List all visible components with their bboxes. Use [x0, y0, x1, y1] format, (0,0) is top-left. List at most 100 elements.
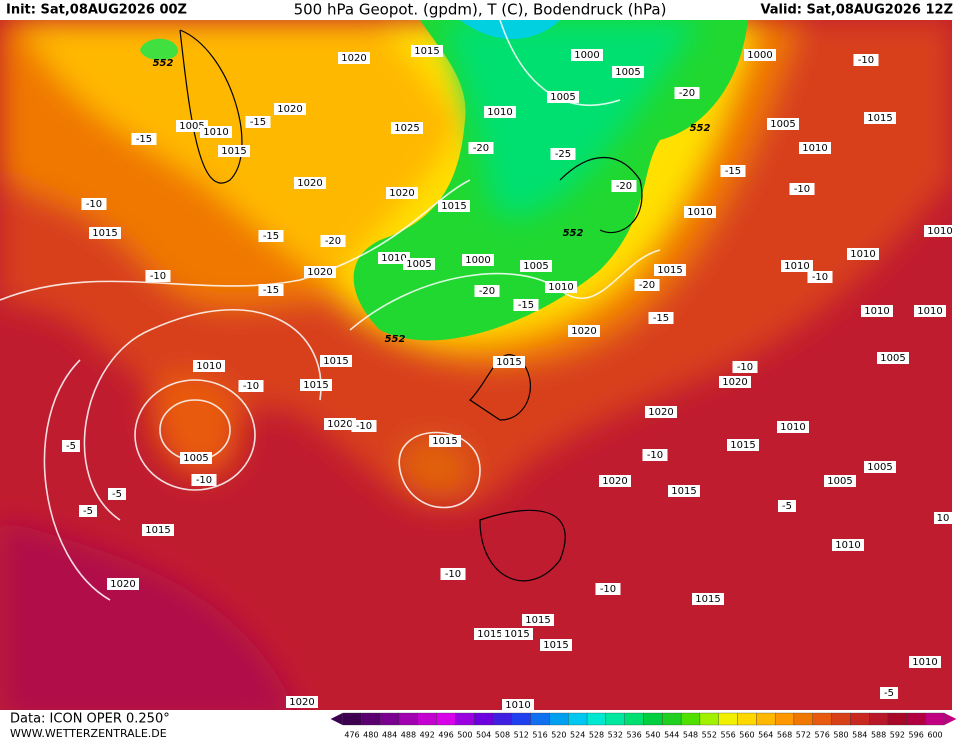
- data-source: Data: ICON OPER 0.250°: [10, 712, 170, 727]
- label-box: [286, 696, 318, 708]
- contour-label: 1010: [850, 249, 875, 260]
- label-box: [89, 227, 121, 239]
- label-box: [131, 133, 157, 145]
- colorbar-swatch: [774, 712, 795, 726]
- contour-label: 1015: [145, 525, 170, 536]
- colorbar-swatch: [643, 712, 663, 726]
- contour-label: 1010: [927, 226, 952, 237]
- colorbar-swatch: [756, 712, 776, 726]
- label-box: [320, 355, 352, 367]
- contour-label: 1020: [722, 377, 747, 388]
- contour-label: 1010: [912, 657, 937, 668]
- label-box: [440, 568, 466, 580]
- colorbar-swatch: [737, 712, 757, 726]
- label-box: [880, 687, 898, 699]
- label-box: [571, 49, 603, 61]
- contour-label: 1015: [441, 201, 466, 212]
- label-box: [727, 439, 759, 451]
- contour-label: 1010: [381, 253, 406, 264]
- contour-label: 1010: [784, 261, 809, 272]
- contour-label: 1005: [827, 476, 852, 487]
- contour-label: -10: [858, 55, 874, 66]
- colorbar-label: 556: [720, 731, 735, 740]
- label-box: [668, 485, 700, 497]
- contour-label: 1010: [780, 422, 805, 433]
- label-box: [545, 281, 577, 293]
- contour-label: -5: [112, 489, 122, 500]
- contour-label: -5: [884, 688, 894, 699]
- contour-label: 1020: [110, 579, 135, 590]
- contour-label: 1000: [747, 50, 772, 61]
- colorbar-label: 492: [420, 731, 435, 740]
- colorbar-label: 560: [739, 731, 754, 740]
- label-box: [832, 539, 864, 551]
- colorbar-label: 488: [401, 731, 416, 740]
- colorbar-swatch: [492, 712, 513, 726]
- contour-label: 1005: [179, 121, 204, 132]
- label-box: [520, 260, 552, 272]
- contour-label: -10: [356, 421, 372, 432]
- label-box: [180, 452, 212, 464]
- label-box: [238, 380, 264, 392]
- colorbar-label: 476: [344, 731, 359, 740]
- contour-label: -15: [263, 285, 279, 296]
- label-box: [914, 305, 946, 317]
- label-box: [145, 270, 171, 282]
- colorbar-label: 576: [815, 731, 830, 740]
- label-box: [522, 614, 554, 626]
- contour-label: -10: [647, 450, 663, 461]
- contour-label: 1015: [323, 356, 348, 367]
- contour-label: 1015: [543, 640, 568, 651]
- label-box: [612, 66, 644, 78]
- label-box: [324, 418, 356, 430]
- colorbar-swatch: [380, 712, 400, 726]
- contour-label: 1005: [867, 462, 892, 473]
- colorbar-swatch: [699, 712, 719, 726]
- contour-label: -15: [518, 300, 534, 311]
- label-box: [744, 49, 776, 61]
- label-box: [193, 360, 225, 372]
- label-box: [81, 198, 107, 210]
- colorbar-swatch: [624, 712, 644, 726]
- contour-label: 1015: [695, 594, 720, 605]
- label-box: [501, 628, 533, 640]
- colorbar-swatch: [417, 712, 437, 726]
- colorbar-swatch: [793, 712, 813, 726]
- contour-label: 1020: [307, 267, 332, 278]
- label-box: [474, 628, 506, 640]
- contour-label: 10: [937, 513, 950, 524]
- label-box: [513, 299, 539, 311]
- contour-label: 1020: [341, 53, 366, 64]
- label-box: [732, 361, 758, 373]
- label-box: [258, 230, 284, 242]
- label-box: [378, 252, 410, 264]
- colorbar-swatch: [869, 712, 889, 726]
- contour-label: 552: [385, 334, 406, 345]
- contour-label: 1020: [389, 188, 414, 199]
- contour-label: 1010: [864, 306, 889, 317]
- colorbar-swatch: [436, 712, 456, 726]
- contour-label: 1010: [548, 282, 573, 293]
- colorbar-swatch: [662, 712, 682, 726]
- colorbar-label: 504: [476, 731, 491, 740]
- colorbar-swatch: [530, 712, 550, 726]
- contour-label: -15: [136, 134, 152, 145]
- colorbar-label: 496: [438, 731, 453, 740]
- colorbar-swatch: [455, 712, 475, 726]
- label-box: [429, 435, 461, 447]
- colorbar-label: 548: [683, 731, 698, 740]
- init-time: Init: Sat,08AUG2026 00Z: [6, 3, 187, 18]
- contour-label: -5: [66, 441, 76, 452]
- colorbar-swatch: [361, 712, 381, 726]
- label-box: [108, 488, 126, 500]
- label-box: [294, 177, 326, 189]
- contour-label: 1005: [523, 261, 548, 272]
- label-box: [438, 200, 470, 212]
- colorbar-label: 596: [909, 731, 924, 740]
- contour-label: 1005: [770, 119, 795, 130]
- contour-label: 1015: [867, 113, 892, 124]
- label-box: [781, 260, 813, 272]
- colorbar-label: 536: [626, 731, 641, 740]
- label-box: [674, 87, 700, 99]
